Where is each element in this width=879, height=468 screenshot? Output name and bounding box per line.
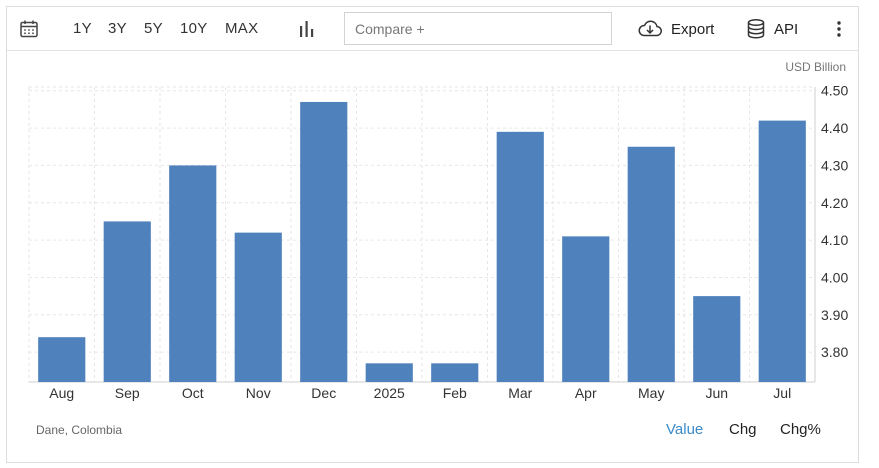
- bar-apr[interactable]: [562, 236, 610, 382]
- range-3y-button[interactable]: 3Y: [108, 20, 127, 37]
- bar-2025[interactable]: [365, 363, 413, 382]
- bar-mar[interactable]: [496, 131, 544, 382]
- bar-sep[interactable]: [103, 221, 151, 382]
- export-button[interactable]: Export: [637, 17, 714, 41]
- y-tick-label: 4.00: [821, 269, 848, 285]
- api-label: API: [774, 20, 799, 38]
- x-tick-label: Jul: [773, 385, 791, 401]
- cloud-download-icon: [638, 20, 662, 37]
- bar-jul[interactable]: [758, 120, 806, 382]
- y-tick-label: 4.10: [821, 232, 848, 248]
- bar-chart-icon[interactable]: [297, 19, 317, 39]
- bar-aug[interactable]: [38, 337, 86, 382]
- x-axis: Aug Sep Oct Nov Dec 2025 Feb Mar Apr May Jun Jul: [49, 385, 791, 401]
- x-tick-label: Aug: [49, 385, 74, 401]
- y-tick-label: 4.30: [821, 157, 848, 173]
- bar-may[interactable]: [627, 146, 675, 382]
- bars: [38, 101, 806, 382]
- x-tick-label: May: [638, 385, 664, 401]
- y-tick-label: 3.80: [821, 344, 848, 360]
- view-chg-pct-button[interactable]: Chg%: [780, 421, 821, 438]
- compare-input[interactable]: [344, 12, 612, 45]
- y-tick-label: 3.90: [821, 307, 848, 323]
- bar-oct[interactable]: [169, 165, 217, 382]
- bar-nov[interactable]: [234, 232, 282, 382]
- x-tick-label: Apr: [575, 385, 597, 401]
- api-button[interactable]: API: [746, 17, 798, 41]
- chart-toolbar: 1Y 3Y 5Y 10Y MAX Export API: [7, 7, 858, 51]
- range-5y-button[interactable]: 5Y: [144, 20, 163, 37]
- x-tick-label: Nov: [246, 385, 271, 401]
- database-icon: [747, 18, 765, 39]
- y-tick-label: 4.20: [821, 195, 848, 211]
- calendar-icon[interactable]: [19, 19, 39, 39]
- bar-dec[interactable]: [300, 101, 348, 382]
- x-tick-label: 2025: [374, 385, 405, 401]
- range-max-button[interactable]: MAX: [225, 20, 259, 37]
- y-tick-label: 4.50: [821, 83, 848, 99]
- bar-feb[interactable]: [431, 363, 479, 382]
- range-10y-button[interactable]: 10Y: [180, 20, 208, 37]
- bar-jun[interactable]: [693, 296, 741, 382]
- x-tick-label: Feb: [443, 385, 467, 401]
- view-chg-button[interactable]: Chg: [729, 421, 757, 438]
- unit-label: USD Billion: [785, 60, 846, 74]
- x-tick-label: Oct: [182, 385, 204, 401]
- range-1y-button[interactable]: 1Y: [73, 20, 92, 37]
- x-tick-label: Mar: [508, 385, 532, 401]
- more-vertical-icon[interactable]: [832, 19, 846, 39]
- x-tick-label: Dec: [311, 385, 336, 401]
- x-tick-label: Jun: [705, 385, 728, 401]
- view-value-button[interactable]: Value: [666, 421, 704, 438]
- y-axis: 3.80 3.90 4.00 4.10 4.20 4.30 4.40 4.50: [821, 83, 848, 360]
- source-label: Dane, Colombia: [36, 423, 123, 437]
- y-tick-label: 4.40: [821, 120, 848, 136]
- export-label: Export: [671, 20, 715, 38]
- grid: [28, 86, 816, 383]
- x-tick-label: Sep: [115, 385, 140, 401]
